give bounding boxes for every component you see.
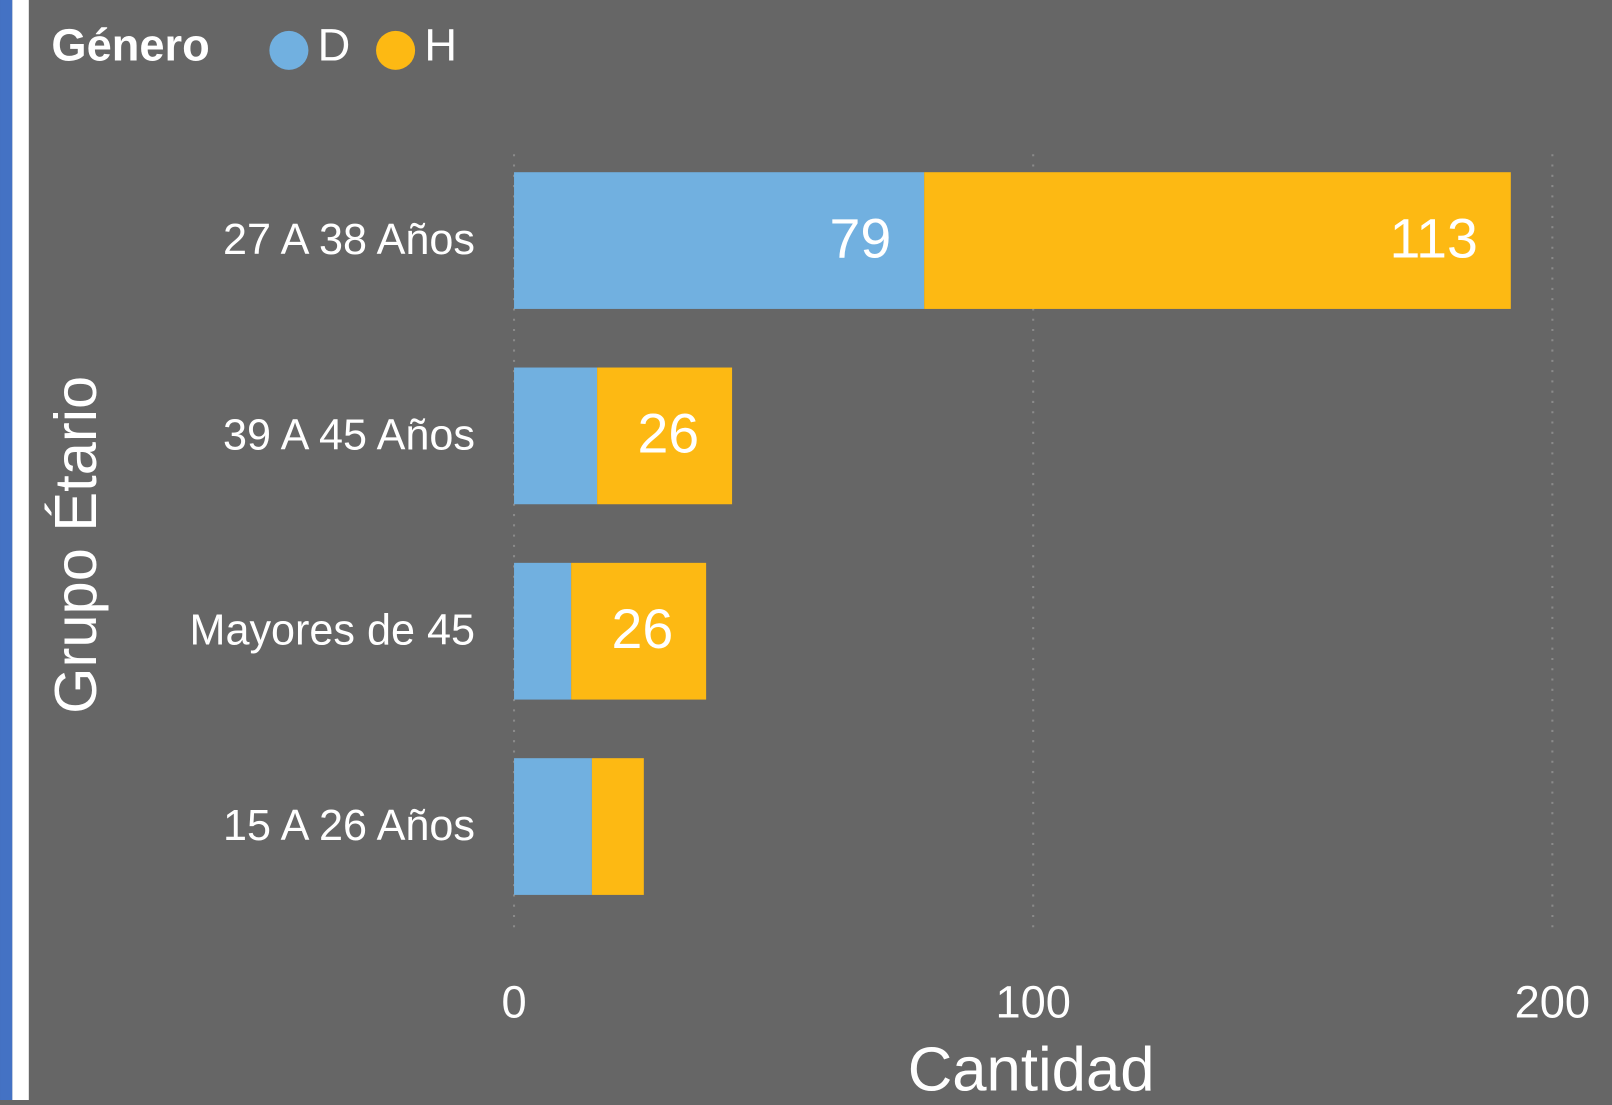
y-axis-label: Grupo Étario bbox=[42, 376, 109, 714]
data-label: 113 bbox=[1389, 207, 1477, 269]
data-label: 26 bbox=[637, 403, 699, 465]
legend-label: D bbox=[318, 19, 351, 70]
bar-segment bbox=[514, 562, 572, 700]
y-tick-label: 39 A 45 Años bbox=[223, 411, 475, 459]
bar-segment bbox=[597, 367, 733, 505]
bar-segment bbox=[514, 367, 598, 505]
y-tick-label: 15 A 26 Años bbox=[223, 802, 475, 850]
bar-segment bbox=[571, 562, 707, 700]
x-tick-label: 200 bbox=[1515, 976, 1590, 1027]
y-tick-label: 27 A 38 Años bbox=[223, 216, 475, 264]
x-tick-label: 0 bbox=[501, 976, 526, 1027]
legend-title: Género bbox=[51, 19, 209, 70]
legend-swatch bbox=[376, 30, 416, 70]
x-axis-label: Cantidad bbox=[908, 1036, 1155, 1100]
data-label: 79 bbox=[830, 207, 892, 269]
bar-segment bbox=[514, 758, 592, 895]
left-stripe bbox=[0, 0, 13, 1100]
bar-segment bbox=[591, 758, 644, 895]
y-tick-label: Mayores de 45 bbox=[190, 607, 475, 655]
legend-label: H bbox=[424, 19, 457, 70]
x-tick-label: 100 bbox=[995, 976, 1070, 1027]
bar-segment bbox=[924, 172, 1511, 309]
left-border bbox=[12, 0, 29, 1100]
data-label: 26 bbox=[611, 598, 673, 660]
legend-swatch bbox=[269, 30, 309, 70]
bar-segment bbox=[514, 172, 925, 309]
